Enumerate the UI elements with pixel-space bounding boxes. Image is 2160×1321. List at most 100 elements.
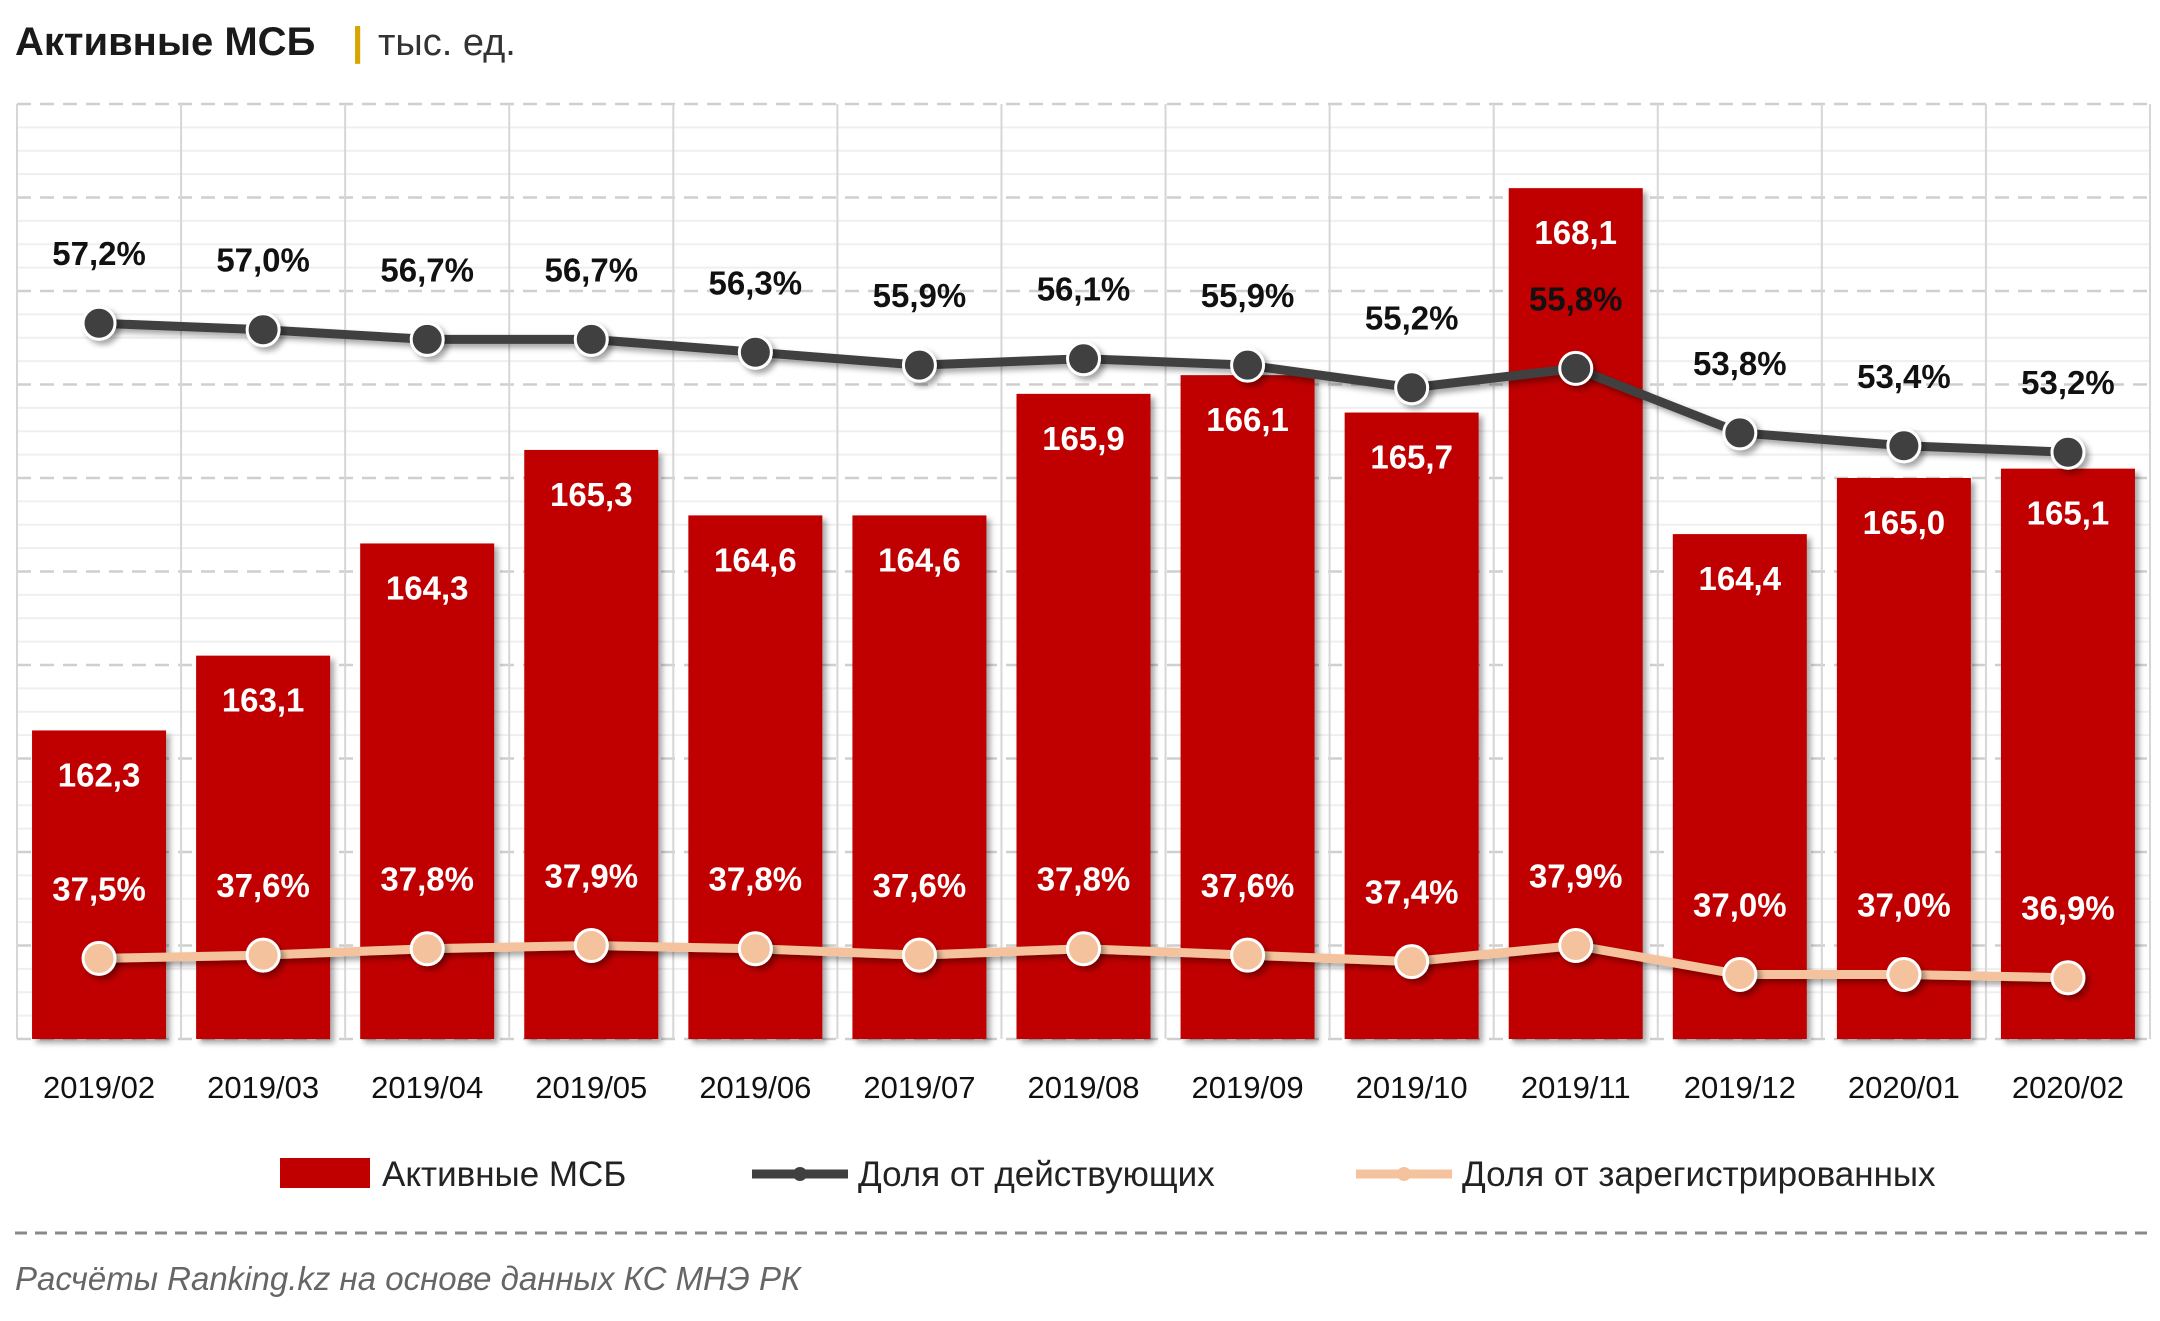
bar <box>1344 412 1479 1039</box>
line-marker <box>409 931 445 967</box>
line-marker <box>1558 350 1594 386</box>
line-value-label: 56,7% <box>380 251 474 288</box>
line-value-label: 56,3% <box>709 264 803 301</box>
line-value-label: 57,0% <box>216 242 310 279</box>
x-tick-label: 2019/08 <box>1027 1070 1139 1105</box>
x-tick-label: 2019/07 <box>863 1070 975 1105</box>
line-marker <box>1394 944 1430 980</box>
bar-value-label: 163,1 <box>222 682 305 719</box>
bar <box>196 655 331 1039</box>
line-marker <box>737 931 773 967</box>
bar-value-label: 162,3 <box>58 756 141 793</box>
line-marker <box>737 334 773 370</box>
bar-value-label: 165,3 <box>550 476 633 513</box>
bar-value-label: 164,4 <box>1699 560 1782 597</box>
line-value-label: 37,8% <box>380 861 474 898</box>
line-marker <box>2050 960 2086 996</box>
bar <box>1836 478 1971 1039</box>
legend-swatch-bars <box>280 1158 370 1188</box>
line-marker <box>1066 341 1101 377</box>
line-marker <box>245 937 281 973</box>
bar-value-label: 164,3 <box>386 569 469 606</box>
line-value-label: 36,9% <box>2021 890 2115 927</box>
line-value-label: 37,6% <box>1201 867 1295 904</box>
bar-value-label: 165,7 <box>1370 439 1453 476</box>
line-value-label: 55,2% <box>1365 300 1459 337</box>
x-tick-label: 2020/02 <box>2012 1070 2124 1105</box>
line-marker <box>2050 434 2086 470</box>
line-marker <box>1886 957 1922 993</box>
x-tick-label: 2019/05 <box>535 1070 647 1105</box>
line-value-label: 37,6% <box>873 867 967 904</box>
line-value-label: 37,4% <box>1365 874 1459 911</box>
bar-value-label: 166,1 <box>1206 401 1289 438</box>
bar-value-label: 168,1 <box>1534 214 1617 251</box>
bar <box>1508 188 1643 1039</box>
legend-label-bars: Активные МСБ <box>382 1155 626 1194</box>
bar-value-label: 165,1 <box>2027 495 2110 532</box>
line-value-label: 37,8% <box>1037 861 1131 898</box>
line-marker <box>409 321 445 357</box>
legend: Активные МСБ Доля от действующих Доля от… <box>280 1155 1936 1194</box>
bar-series: 162,3 163,1 164,3 165,3 164,6 164,6 165,9 166,1… <box>32 188 2135 1040</box>
line-marker <box>901 347 937 383</box>
bar <box>1672 534 1807 1039</box>
line-value-label: 37,0% <box>1693 887 1787 924</box>
bar <box>32 730 167 1039</box>
legend-marker-active <box>793 1167 807 1181</box>
x-axis-ticks: 2019/02 2019/03 2019/04 2019/05 2019/06 2019/… <box>43 1070 2124 1105</box>
line-marker <box>1394 370 1430 406</box>
line-marker <box>81 940 117 976</box>
bar <box>1180 375 1315 1039</box>
bar-value-label: 165,9 <box>1042 420 1125 457</box>
line-marker <box>1722 957 1758 993</box>
title-separator: | <box>352 20 363 64</box>
source-note: Расчёты Ranking.kz на основе данных КС М… <box>15 1260 802 1297</box>
line-series: 57,2% 57,0% 56,7% 56,7% 56,3% 55,9% 56,1% 55,9%… <box>52 235 2115 996</box>
line-marker <box>245 312 281 348</box>
x-tick-label: 2019/11 <box>1521 1070 1631 1105</box>
line-value-label: 57,2% <box>52 235 146 272</box>
line-marker <box>573 321 609 357</box>
line-value-label: 56,1% <box>1037 271 1131 308</box>
line-value-label: 37,6% <box>216 867 310 904</box>
x-tick-label: 2020/01 <box>1848 1070 1960 1105</box>
line-value-label: 37,8% <box>709 861 803 898</box>
line-marker <box>1230 347 1266 383</box>
bar <box>2000 468 2135 1039</box>
line-value-label: 53,4% <box>1857 358 1951 395</box>
bar-value-label: 165,0 <box>1863 504 1946 541</box>
line-marker <box>1230 937 1266 973</box>
legend-label-registered: Доля от зарегистрированных <box>1462 1155 1936 1194</box>
x-tick-label: 2019/04 <box>371 1070 483 1105</box>
legend-label-active: Доля от действующих <box>858 1155 1215 1194</box>
line-value-label: 37,0% <box>1857 887 1951 924</box>
bar-value-label: 164,6 <box>878 541 961 578</box>
bar-value-label: 164,6 <box>714 541 797 578</box>
line-value-label: 55,9% <box>873 277 967 314</box>
line-marker <box>1886 428 1922 464</box>
line-value-label: 37,9% <box>544 858 638 895</box>
chart-unit: тыс. ед. <box>378 22 516 64</box>
line-marker <box>81 305 117 341</box>
x-tick-label: 2019/03 <box>207 1070 319 1105</box>
line-marker <box>1558 928 1594 963</box>
line-marker <box>1722 415 1758 451</box>
line-marker <box>1066 931 1101 967</box>
x-tick-label: 2019/06 <box>699 1070 811 1105</box>
line-marker <box>901 937 937 973</box>
line-marker <box>573 928 609 963</box>
line-value-label: 55,8% <box>1529 280 1623 317</box>
legend-marker-registered <box>1397 1167 1411 1181</box>
line-value-label: 56,7% <box>544 251 638 288</box>
x-tick-label: 2019/02 <box>43 1070 155 1105</box>
line-value-label: 53,2% <box>2021 364 2115 401</box>
x-tick-label: 2019/12 <box>1684 1070 1796 1105</box>
line-value-label: 37,5% <box>52 870 146 907</box>
chart-title: Активные МСБ <box>15 20 315 64</box>
line-value-label: 55,9% <box>1201 277 1295 314</box>
line-value-label: 37,9% <box>1529 858 1623 895</box>
line-value-label: 53,8% <box>1693 345 1787 382</box>
x-tick-label: 2019/10 <box>1356 1070 1468 1105</box>
